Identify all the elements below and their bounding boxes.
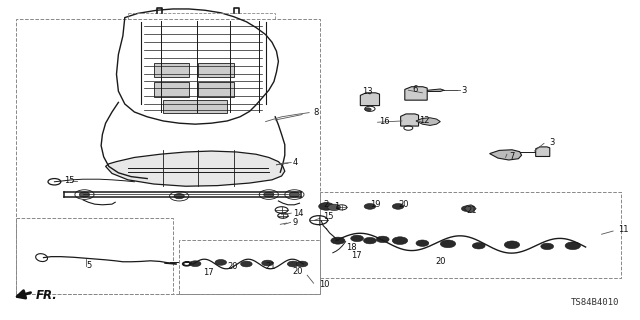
Bar bbox=[154, 82, 189, 97]
Polygon shape bbox=[465, 205, 476, 212]
Text: 13: 13 bbox=[362, 87, 372, 96]
Text: 8: 8 bbox=[314, 108, 319, 117]
Circle shape bbox=[319, 203, 334, 210]
Circle shape bbox=[504, 241, 520, 249]
Text: 2: 2 bbox=[324, 200, 329, 209]
Text: 20: 20 bbox=[398, 200, 408, 209]
Circle shape bbox=[541, 243, 554, 250]
Circle shape bbox=[79, 192, 90, 197]
Circle shape bbox=[364, 204, 376, 209]
Bar bbox=[320, 192, 621, 278]
Circle shape bbox=[365, 108, 371, 111]
Circle shape bbox=[565, 242, 580, 250]
Circle shape bbox=[461, 206, 473, 212]
Text: FR.: FR. bbox=[36, 289, 58, 301]
Text: 19: 19 bbox=[370, 200, 380, 209]
Polygon shape bbox=[401, 114, 419, 126]
Circle shape bbox=[287, 261, 299, 267]
Text: 21: 21 bbox=[266, 262, 276, 271]
Text: 16: 16 bbox=[379, 117, 390, 126]
Circle shape bbox=[472, 243, 485, 249]
Text: 21: 21 bbox=[466, 206, 476, 215]
Text: 9: 9 bbox=[292, 218, 298, 227]
Text: 17: 17 bbox=[351, 252, 362, 260]
Polygon shape bbox=[536, 147, 550, 156]
Bar bbox=[198, 63, 234, 77]
Text: 6: 6 bbox=[413, 85, 418, 94]
Circle shape bbox=[215, 260, 227, 265]
Polygon shape bbox=[428, 89, 444, 92]
Text: 10: 10 bbox=[319, 280, 329, 289]
Circle shape bbox=[264, 192, 274, 197]
Text: 1: 1 bbox=[334, 202, 339, 211]
Text: 15: 15 bbox=[64, 176, 74, 185]
Circle shape bbox=[189, 261, 201, 267]
Circle shape bbox=[174, 194, 184, 199]
Text: TS84B4010: TS84B4010 bbox=[571, 298, 620, 307]
Bar bbox=[16, 19, 320, 294]
Circle shape bbox=[241, 261, 252, 267]
Circle shape bbox=[351, 235, 364, 242]
Bar bbox=[16, 218, 173, 294]
Text: 14: 14 bbox=[293, 209, 303, 218]
Circle shape bbox=[296, 261, 308, 267]
Circle shape bbox=[289, 192, 300, 197]
Text: 3: 3 bbox=[461, 86, 466, 95]
Polygon shape bbox=[360, 93, 380, 106]
Circle shape bbox=[392, 237, 408, 244]
Bar bbox=[198, 82, 234, 97]
Circle shape bbox=[331, 237, 345, 244]
Text: 20: 20 bbox=[227, 262, 237, 271]
Text: 20: 20 bbox=[435, 257, 445, 266]
Bar bbox=[163, 100, 227, 113]
Circle shape bbox=[364, 237, 376, 244]
Polygon shape bbox=[490, 150, 522, 160]
Circle shape bbox=[376, 236, 389, 243]
Text: 11: 11 bbox=[618, 225, 628, 234]
Circle shape bbox=[392, 204, 404, 209]
Text: 3: 3 bbox=[549, 138, 554, 147]
Polygon shape bbox=[106, 151, 285, 186]
Text: 4: 4 bbox=[293, 158, 298, 167]
Circle shape bbox=[262, 260, 273, 266]
Text: 15: 15 bbox=[323, 212, 333, 221]
Text: 12: 12 bbox=[419, 116, 429, 124]
Text: 20: 20 bbox=[292, 268, 303, 276]
Polygon shape bbox=[405, 87, 428, 100]
Circle shape bbox=[328, 204, 340, 211]
Bar bbox=[154, 63, 189, 77]
Bar bbox=[179, 240, 320, 294]
Circle shape bbox=[416, 240, 429, 246]
Text: 17: 17 bbox=[204, 268, 214, 277]
Text: 18: 18 bbox=[346, 243, 356, 252]
Text: 5: 5 bbox=[86, 261, 92, 270]
Circle shape bbox=[440, 240, 456, 248]
Text: 7: 7 bbox=[509, 152, 514, 161]
Polygon shape bbox=[416, 118, 440, 125]
